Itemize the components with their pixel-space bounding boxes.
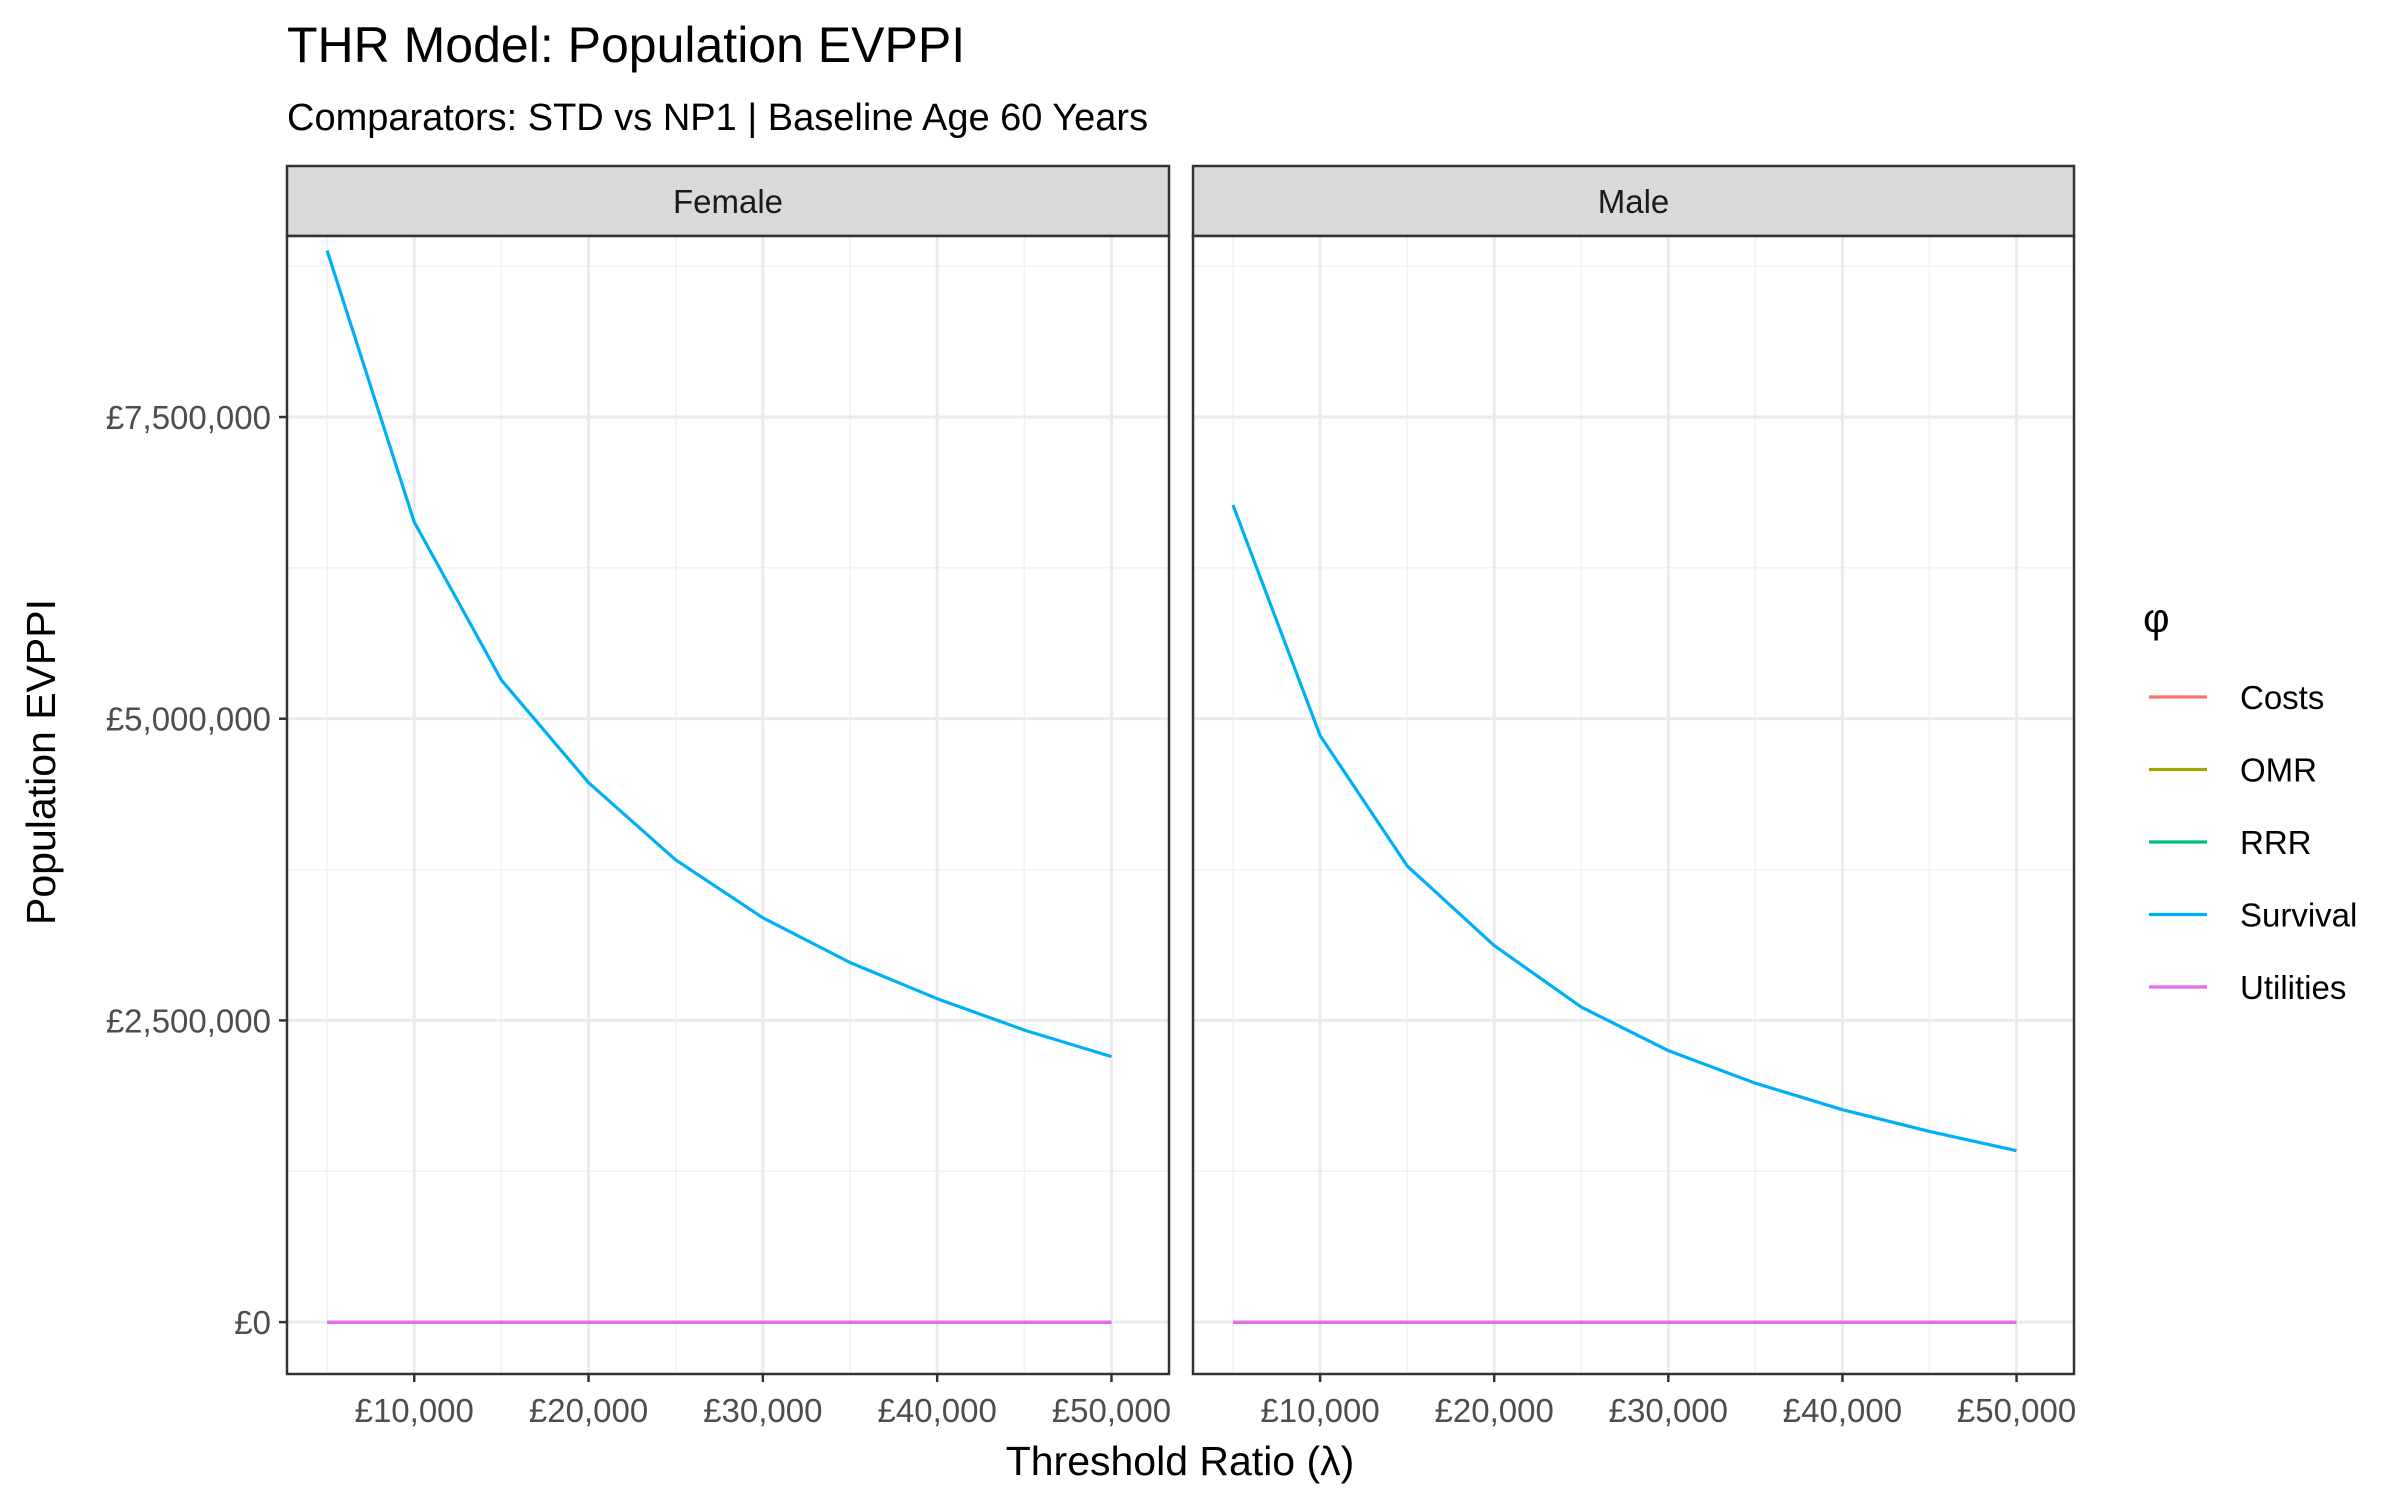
panel-female: Female <box>285 164 1171 1376</box>
legend-label-survival: Survival <box>2240 897 2357 934</box>
panel-background-female <box>287 236 1169 1374</box>
strip-label-female: Female <box>673 183 783 220</box>
strip-female <box>285 164 1171 238</box>
legend-label-utilities: Utilities <box>2240 969 2346 1006</box>
x-tick-label: £50,000 <box>1052 1392 1171 1429</box>
legend-item-utilities: Utilities <box>2149 969 2346 1006</box>
strip-male <box>1191 164 2076 238</box>
legend-title: φ <box>2143 595 2170 641</box>
chart-title: THR Model: Population EVPPI <box>287 17 965 73</box>
y-axis: £0 £2,500,000 £5,000,000 £7,500,000 <box>106 399 287 1341</box>
x-tick-label: £40,000 <box>1783 1392 1902 1429</box>
x-tick-label: £50,000 <box>1957 1392 2076 1429</box>
x-tick-label: £30,000 <box>1609 1392 1728 1429</box>
y-axis-title: Population EVPPI <box>18 599 64 925</box>
x-tick-label: £10,000 <box>355 1392 474 1429</box>
legend-item-omr: OMR <box>2149 752 2317 789</box>
series-line-survival-female <box>325 250 1112 1059</box>
x-tick-label: £30,000 <box>703 1392 822 1429</box>
legend-item-rrr: RRR <box>2149 824 2312 861</box>
legend-label-rrr: RRR <box>2240 824 2312 861</box>
x-tick-label: £20,000 <box>1435 1392 1554 1429</box>
panel-male: Male <box>1191 164 2076 1376</box>
x-tick-label: £20,000 <box>529 1392 648 1429</box>
chart-subtitle: Comparators: STD vs NP1 | Baseline Age 6… <box>287 97 1148 139</box>
panel-border-female <box>285 234 1171 1376</box>
series-line-survival-male <box>1231 504 2017 1153</box>
strip-label-male: Male <box>1598 183 1670 220</box>
panel-background-male <box>1193 236 2074 1374</box>
legend-item-costs: Costs <box>2149 679 2324 716</box>
legend: φ Costs OMR RRR Survival Utilities <box>2143 595 2357 1006</box>
y-tick-label: £2,500,000 <box>106 1002 271 1039</box>
x-tick-label: £40,000 <box>878 1392 997 1429</box>
legend-label-costs: Costs <box>2240 679 2324 716</box>
x-axis-title: Threshold Ratio (λ) <box>1006 1438 1355 1484</box>
legend-item-survival: Survival <box>2149 897 2357 934</box>
y-tick-label: £5,000,000 <box>106 701 271 738</box>
y-tick-label: £0 <box>234 1304 271 1341</box>
x-tick-label: £10,000 <box>1260 1392 1379 1429</box>
y-tick-label: £7,500,000 <box>106 399 271 436</box>
facet-panels: Female Male <box>285 164 2076 1376</box>
legend-label-omr: OMR <box>2240 752 2317 789</box>
x-axes: £10,000 £20,000 £30,000 £40,000 £50,000 £10,0… <box>355 1374 2076 1429</box>
panel-border-male <box>1191 234 2076 1376</box>
